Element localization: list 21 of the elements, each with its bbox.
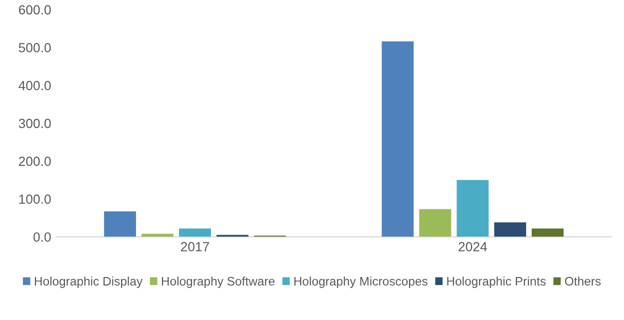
bar	[532, 228, 564, 237]
y-tick-label: 0.0	[33, 232, 51, 242]
y-tick-label: 300.0	[18, 118, 51, 128]
legend-label: Holographic Display	[34, 276, 143, 288]
legend-label: Holographic Prints	[447, 276, 546, 288]
bar	[179, 228, 211, 237]
legend-label: Holography Software	[162, 276, 275, 288]
y-tick-label: 600.0	[18, 5, 51, 15]
legend-label: Others	[564, 276, 601, 286]
y-tick-label: 200.0	[18, 156, 51, 166]
bar	[382, 41, 414, 237]
bar	[104, 211, 136, 237]
y-tick-label: 500.0	[18, 43, 51, 52]
x-tick-label: 2017	[180, 242, 210, 252]
bar	[456, 180, 489, 237]
y-tick-label: 100.0	[19, 194, 51, 204]
y-tick-label: 400.0	[18, 80, 51, 90]
x-tick-label: 2024	[458, 242, 487, 252]
bar	[494, 222, 526, 237]
legend-label: Holography Microscopes	[294, 276, 428, 288]
bar	[419, 209, 452, 237]
